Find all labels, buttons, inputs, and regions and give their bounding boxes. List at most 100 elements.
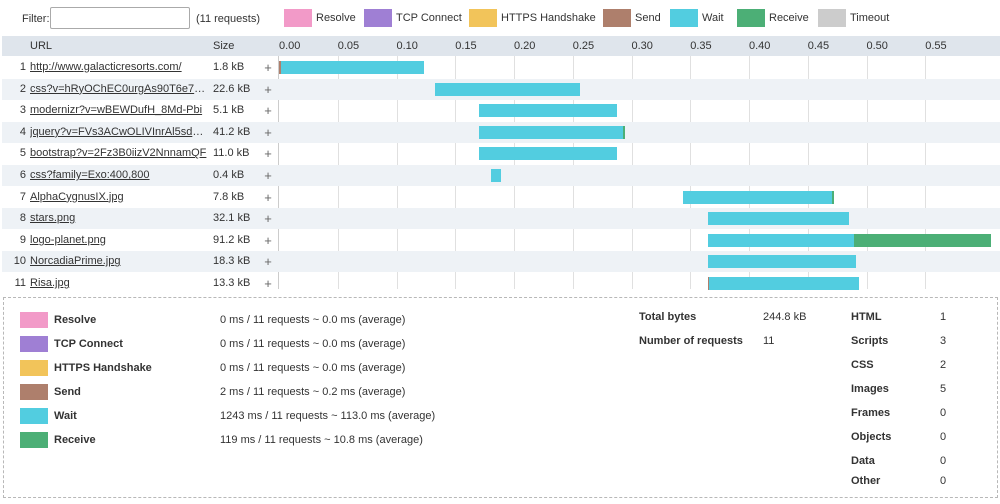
phase-color-swatch — [20, 408, 48, 424]
timeline-tick-label: 0.05 — [337, 40, 360, 52]
waterfall-bar-wait[interactable] — [709, 277, 859, 290]
size-column-header[interactable]: Size — [213, 40, 235, 52]
resource-type-label: Images — [851, 383, 889, 395]
phase-color-swatch — [20, 432, 48, 448]
waterfall-bar-receive[interactable] — [623, 125, 625, 139]
total-bytes-label: Total bytes — [639, 311, 697, 323]
filter-label: Filter: — [22, 13, 50, 25]
phase-summary-row: Resolve 0 ms / 11 requests ~ 0.0 ms (aver… — [20, 312, 440, 328]
expand-row-icon[interactable]: + — [264, 254, 272, 270]
url-column-header[interactable]: URL — [30, 40, 53, 52]
expand-row-icon[interactable]: + — [264, 168, 272, 183]
resource-type-label: Data — [851, 455, 875, 467]
timeline-tick-label: 0.25 — [572, 40, 595, 52]
phase-value: 119 ms / 11 requests ~ 10.8 ms (average) — [220, 434, 423, 446]
waterfall-bar-wait[interactable] — [478, 104, 618, 118]
legend-swatch-receive — [737, 9, 765, 27]
request-size: 11.0 kB — [213, 147, 250, 160]
expand-row-icon[interactable]: + — [264, 232, 272, 248]
table-row[interactable]: 9 logo-planet.png 91.2 kB + — [2, 230, 1000, 251]
row-number: 3 — [19, 104, 26, 117]
expand-row-icon[interactable]: + — [264, 276, 272, 291]
expand-row-icon[interactable]: + — [264, 81, 272, 97]
legend-tcp-connect: TCP Connect — [364, 9, 462, 27]
request-size: 91.2 kB — [213, 233, 251, 246]
resource-type-count: 1 — [940, 311, 947, 323]
waterfall-bar-wait[interactable] — [435, 82, 580, 96]
table-row[interactable]: 5 bootstrap?v=2Fz3B0iizV2NnnamQF 11.0 kB + — [2, 143, 1000, 164]
phase-value: 0 ms / 11 requests ~ 0.0 ms (average) — [220, 362, 406, 374]
phase-color-swatch — [20, 312, 48, 328]
row-number: 5 — [19, 147, 26, 160]
legend-timeout: Timeout — [818, 9, 889, 27]
waterfall-bar-wait[interactable] — [280, 61, 424, 74]
legend-label-wait: Wait — [702, 12, 724, 24]
legend-send: Send — [603, 9, 661, 27]
legend-swatch-tcp-connect — [364, 9, 392, 27]
phase-summary-row: Send 2 ms / 11 requests ~ 0.2 ms (average… — [20, 384, 440, 400]
resource-type-label: Objects — [851, 431, 892, 443]
summary-panel: Resolve 0 ms / 11 requests ~ 0.0 ms (aver… — [3, 297, 998, 498]
waterfall-bar-wait[interactable] — [490, 169, 502, 182]
expand-row-icon[interactable]: + — [264, 60, 272, 75]
request-size: 1.8 kB — [213, 61, 245, 73]
phase-summary-row: Wait 1243 ms / 11 requests ~ 113.0 ms (av… — [20, 408, 440, 424]
filter-input[interactable] — [50, 7, 190, 29]
request-size: 32.1 kB — [213, 212, 251, 225]
timeline-tick-label: 0.00 — [279, 40, 301, 52]
legend-label-https-handshake: HTTPS Handshake — [501, 12, 596, 24]
phase-label: Send — [54, 386, 81, 398]
resource-type-label: CSS — [851, 359, 874, 371]
legend-https-handshake: HTTPS Handshake — [469, 9, 596, 27]
resource-type-count: 5 — [940, 383, 947, 395]
legend-swatch-resolve — [284, 9, 312, 27]
expand-row-icon[interactable]: + — [264, 124, 272, 140]
legend-swatch-wait — [670, 9, 698, 27]
table-row[interactable]: 1 http://www.galacticresorts.com/1.8 kB + — [2, 57, 1000, 78]
expand-row-icon[interactable]: + — [264, 211, 272, 227]
expand-row-icon[interactable]: + — [264, 103, 272, 119]
row-number: 9 — [19, 233, 26, 246]
waterfall-bar-send[interactable] — [707, 277, 710, 290]
timeline-tick-label: 0.55 — [925, 40, 947, 52]
legend-receive: Receive — [737, 9, 809, 27]
timeline-tick-label: 0.45 — [807, 40, 830, 52]
table-row[interactable]: 7 AlphaCygnusIX.jpg 7.8 kB + — [2, 187, 1000, 208]
request-size: 7.8 kB — [213, 190, 245, 203]
waterfall-bar-wait[interactable] — [707, 255, 856, 269]
legend-swatch-timeout — [818, 9, 846, 27]
waterfall-bar-wait[interactable] — [478, 125, 624, 139]
expand-row-icon[interactable]: + — [264, 146, 272, 162]
waterfall-bar-wait[interactable] — [478, 147, 618, 161]
table-row[interactable]: 11 Risa.jpg 13.3 kB + — [2, 273, 1000, 294]
request-size: 13.3 kB — [213, 277, 251, 289]
row-number: 2 — [19, 82, 26, 95]
phase-value: 2 ms / 11 requests ~ 0.2 ms (average) — [220, 386, 406, 398]
resource-type-label: Scripts — [851, 335, 889, 347]
table-header: URL Size 0.00 0.05 0.10 0.15 0.20 0.25 0.30 0.3… — [2, 36, 1000, 56]
legend-wait: Wait — [670, 9, 724, 27]
waterfall-bar-receive[interactable] — [832, 190, 834, 204]
phase-label: Resolve — [54, 314, 97, 326]
phase-label: Receive — [54, 434, 96, 446]
expand-row-icon[interactable]: + — [264, 189, 272, 205]
legend-label-timeout: Timeout — [850, 12, 890, 24]
timeline-tick-label: 0.30 — [631, 40, 653, 52]
waterfall-bar-wait[interactable] — [707, 212, 849, 226]
num-requests-label: Number of requests — [639, 335, 743, 347]
waterfall-bar-wait[interactable] — [707, 233, 854, 247]
waterfall-bar-wait[interactable] — [683, 190, 833, 204]
phase-color-swatch — [20, 360, 48, 376]
waterfall-bars — [0, 36, 1000, 292]
legend-swatch-send — [603, 9, 631, 27]
resource-type-label: Other — [851, 475, 881, 487]
resource-type-count: 0 — [940, 431, 947, 443]
request-size: 0.4 kB — [213, 169, 245, 181]
phase-summary-row: TCP Connect 0 ms / 11 requests ~ 0.0 ms (… — [20, 336, 440, 352]
waterfall-bar-send[interactable] — [279, 61, 281, 74]
phase-label: TCP Connect — [54, 338, 123, 350]
waterfall-bar-receive[interactable] — [853, 233, 992, 247]
phase-label: HTTPS Handshake — [54, 362, 152, 374]
phase-color-swatch — [20, 336, 48, 352]
table-row[interactable]: 3 modernizr?v=wBEWDufH_8Md-Pbi 5.1 kB + — [2, 100, 1000, 121]
